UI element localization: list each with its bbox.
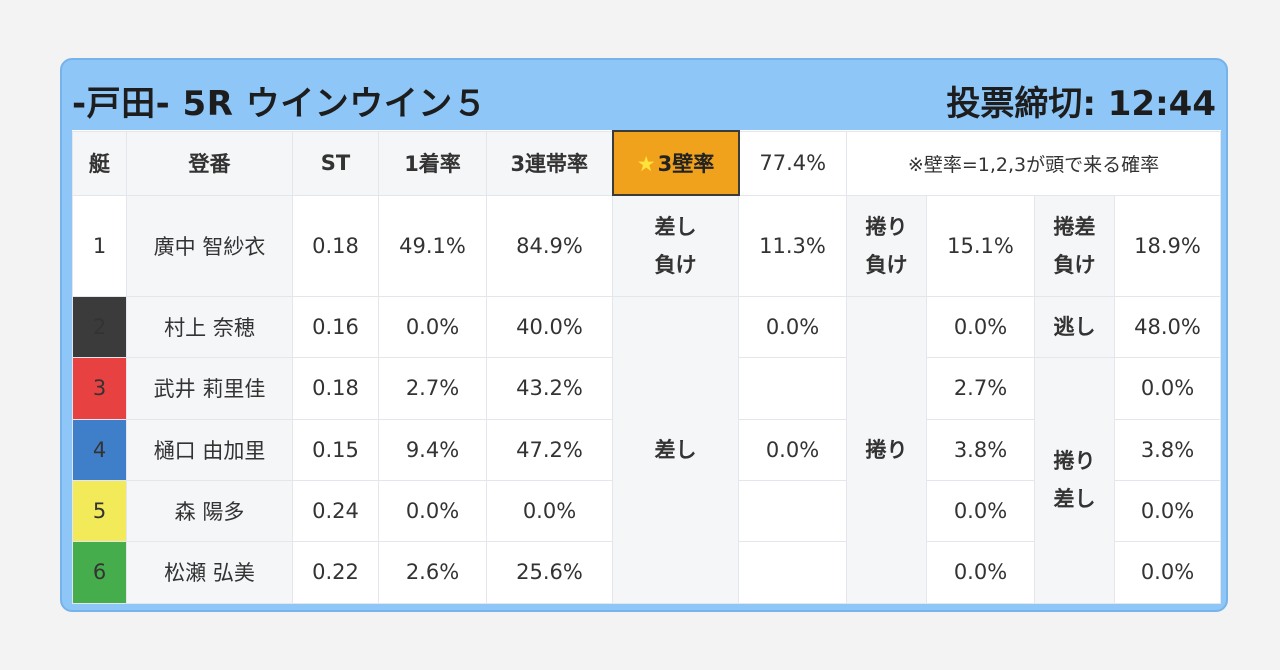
boat-number: 3 [72,356,127,420]
pattern-makurisashi-value: 0.0% [1114,479,1221,542]
table-row: 1 廣中 智紗衣 0.18 49.1% 84.9% 差し 負け 11.3% 捲り負… [72,194,1221,297]
racer-name: 廣中 智紗衣 [126,194,293,297]
pattern-makurisashi: 捲り 差し [1034,356,1115,604]
table-row: 2 村上 奈穂 0.16 0.0% 40.0% 差し 0.0% 捲り 0.0% … [72,295,1221,604]
col-first-rate: 1着率 [378,130,487,196]
boat-number: 2 [72,295,127,358]
col-name: 登番 [126,130,293,196]
first-rate: 9.4% [378,418,487,481]
race-panel: -戸田- 5R ウインウイン５ 投票締切: 12:44 艇 登番 ST 1着率 … [60,58,1228,612]
trifecta-rate: 84.9% [486,194,613,297]
boat-number: 4 [72,418,127,481]
pattern-sashi-value-empty [738,540,847,604]
start-timing: 0.18 [292,194,379,297]
start-timing: 0.22 [292,540,379,604]
boat-number: 6 [72,540,127,604]
first-rate: 2.6% [378,540,487,604]
race-title: -戸田- 5R ウインウイン５ [72,84,488,124]
first-rate: 0.0% [378,479,487,542]
wall-rate-value: 77.4% [738,130,847,196]
racer-name: 村上 奈穂 [126,295,293,358]
pattern-sashi-value-empty [738,479,847,542]
trifecta-rate: 40.0% [486,295,613,358]
pattern-sashi-value-empty [738,356,847,420]
boat-number: 5 [72,479,127,542]
col-st: ST [292,130,379,196]
start-timing: 0.16 [292,295,379,358]
first-rate: 0.0% [378,295,487,358]
pattern-sashi-make-value: 11.3% [738,194,847,297]
pattern-makuri-value: 2.7% [926,356,1035,420]
pattern-makuri-value: 0.0% [926,479,1035,542]
pattern-makuri: 捲り [846,295,927,604]
pattern-makurisashi-value: 3.8% [1114,418,1221,481]
first-rate: 49.1% [378,194,487,297]
racer-name: 武井 莉里佳 [126,356,293,420]
col-boat: 艇 [72,130,127,196]
table-row: 6 松瀬 弘美 0.22 2.6% 25.6% 0.0% 0.0% [72,540,1221,604]
racer-name: 樋口 由加里 [126,418,293,481]
vote-deadline: 投票締切: 12:44 [946,84,1216,124]
pattern-sashi-value: 0.0% [738,418,847,481]
pattern-makuri-value: 0.0% [926,540,1035,604]
pattern-nige-value: 48.0% [1114,295,1221,358]
pattern-sashi: 差し [612,295,739,604]
table-row: 5 森 陽多 0.24 0.0% 0.0% 0.0% 0.0% [72,479,1221,542]
pattern-makuri-make: 捲り 負け [846,194,927,297]
boat-number: 1 [72,194,127,297]
col-wall-rate: ★3壁率 [611,130,740,196]
start-timing: 0.24 [292,479,379,542]
table-header-row: 艇 登番 ST 1着率 3連帯率 ★3壁率 77.4% ※壁率=1,2,3が頭で… [72,130,1221,196]
wall-rate-label: 3壁率 [657,152,715,176]
table-row: 3 武井 莉里佳 0.18 2.7% 43.2% 2.7% 捲り 差し 0.0% [72,356,1221,604]
pattern-makurisashi-value: 0.0% [1114,356,1221,420]
start-timing: 0.15 [292,418,379,481]
racer-name: 松瀬 弘美 [126,540,293,604]
pattern-makurisashi-make: 捲差 負け [1034,194,1115,297]
race-table: 艇 登番 ST 1着率 3連帯率 ★3壁率 77.4% ※壁率=1,2,3が頭で… [72,130,1221,604]
pattern-makuri-value: 0.0% [926,295,1035,358]
wall-rate-note: ※壁率=1,2,3が頭で来る確率 [846,130,1221,196]
pattern-makuri-value: 3.8% [926,418,1035,481]
col-trifecta-rate: 3連帯率 [486,130,613,196]
trifecta-rate: 25.6% [486,540,613,604]
pattern-sashi-value: 0.0% [738,295,847,358]
trifecta-rate: 43.2% [486,356,613,420]
start-timing: 0.18 [292,356,379,420]
star-icon: ★ [636,152,656,176]
trifecta-rate: 47.2% [486,418,613,481]
trifecta-rate: 0.0% [486,479,613,542]
racer-name: 森 陽多 [126,479,293,542]
pattern-sashi-make: 差し 負け [612,194,739,297]
pattern-makuri-make-value: 15.1% [926,194,1035,297]
pattern-makurisashi-make-value: 18.9% [1114,194,1221,297]
pattern-makurisashi-value: 0.0% [1114,540,1221,604]
first-rate: 2.7% [378,356,487,420]
pattern-nige: 逃し [1034,295,1115,358]
